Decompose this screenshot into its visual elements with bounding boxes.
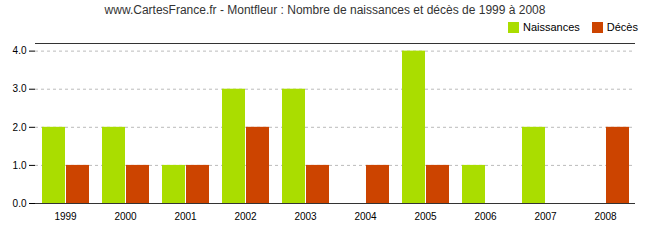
- svg-text:2003: 2003: [294, 211, 317, 222]
- svg-text:3.0: 3.0: [13, 83, 27, 94]
- svg-text:0.0: 0.0: [13, 198, 27, 209]
- html-text:Naissances: Naissances: [523, 21, 580, 33]
- svg-text:2004: 2004: [354, 211, 377, 222]
- svg-text:1.0: 1.0: [13, 160, 27, 171]
- svg-text:2.0: 2.0: [13, 122, 27, 133]
- svg-text:2005: 2005: [414, 211, 437, 222]
- html-text:www.CartesFrance.fr - Montfleu: www.CartesFrance.fr - Montfleur : Nombre…: [104, 3, 546, 17]
- svg-text:2002: 2002: [234, 211, 257, 222]
- html-text:Décès: Décès: [606, 21, 638, 33]
- svg-text:4.0: 4.0: [13, 45, 27, 56]
- svg-text:2008: 2008: [594, 211, 617, 222]
- svg-text:1999: 1999: [54, 211, 77, 222]
- svg-text:2000: 2000: [114, 211, 137, 222]
- svg-text:2006: 2006: [474, 211, 497, 222]
- svg-text:2001: 2001: [174, 211, 197, 222]
- svg-text:2007: 2007: [534, 211, 557, 222]
